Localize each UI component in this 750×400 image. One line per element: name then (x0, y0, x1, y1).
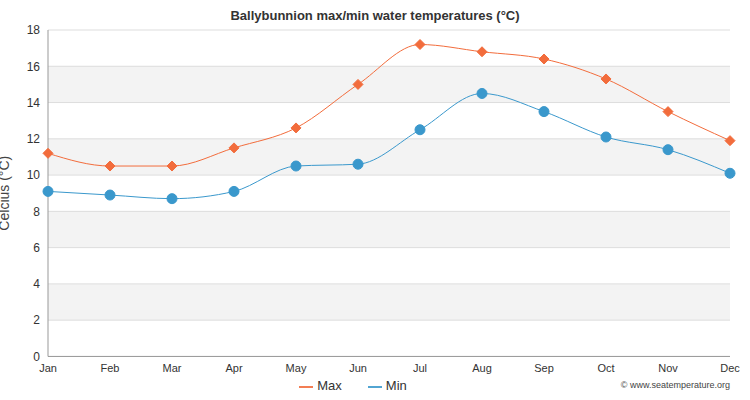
svg-text:Aug: Aug (472, 362, 492, 374)
svg-text:Celcius (°C): Celcius (°C) (8, 156, 12, 231)
svg-text:May: May (286, 362, 307, 374)
svg-text:Jun: Jun (349, 362, 367, 374)
svg-text:12: 12 (27, 132, 41, 146)
svg-text:Sep: Sep (534, 362, 554, 374)
svg-text:Apr: Apr (225, 362, 242, 374)
html-text:© www.seatemperature.org: © www.seatemperature.org (620, 380, 730, 390)
svg-text:10: 10 (27, 168, 41, 182)
svg-text:0: 0 (33, 350, 40, 364)
svg-text:14: 14 (27, 96, 41, 110)
svg-text:16: 16 (27, 60, 41, 74)
html-text:Min: Min (385, 378, 407, 394)
svg-text:8: 8 (33, 205, 40, 219)
svg-text:Dec: Dec (720, 362, 740, 374)
svg-text:Feb: Feb (101, 362, 120, 374)
svg-text:Mar: Mar (163, 362, 182, 374)
svg-text:Jan: Jan (39, 362, 57, 374)
svg-text:Jul: Jul (413, 362, 427, 374)
svg-text:18: 18 (27, 23, 41, 37)
svg-text:2: 2 (33, 313, 40, 327)
html-text:Max: Max (317, 378, 342, 394)
svg-text:6: 6 (33, 241, 40, 255)
svg-text:Nov: Nov (658, 362, 678, 374)
svg-text:4: 4 (33, 277, 40, 291)
svg-text:Oct: Oct (597, 362, 614, 374)
html-text:Ballybunnion max/min water tem: Ballybunnion max/min water temperatures … (230, 8, 520, 23)
